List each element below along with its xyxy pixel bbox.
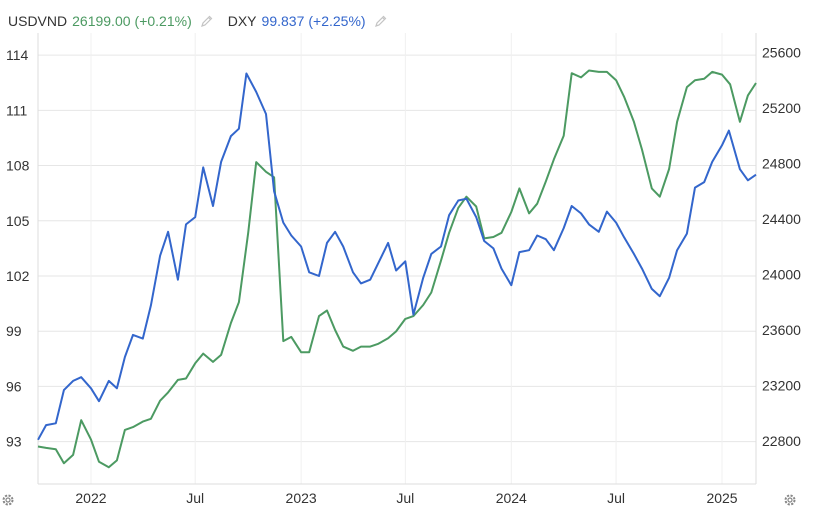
chart-legend: USDVND 26199.00 (+0.21%) DXY 99.837 (+2.…	[8, 10, 402, 32]
gear-icon[interactable]	[0, 492, 16, 508]
x-tick-label: Jul	[396, 490, 414, 506]
usdvnd-symbol: USDVND	[8, 13, 68, 29]
y-right-tick-label: 24400	[762, 211, 801, 227]
usdvnd-change: (+0.21%)	[134, 13, 192, 29]
y-right-tick-label: 24000	[762, 266, 801, 282]
y-right-tick-label: 22800	[762, 433, 801, 449]
y-left-tick-label: 93	[6, 434, 22, 450]
y-right-tick-label: 23600	[762, 322, 801, 338]
y-right-tick-label: 24800	[762, 155, 801, 171]
y-left-tick-label: 105	[6, 213, 30, 229]
series-line-usdvnd	[37, 69, 757, 469]
x-tick-label: 2024	[496, 490, 527, 506]
usdvnd-value: 26199.00	[72, 13, 131, 29]
y-right-tick-label: 25600	[762, 44, 801, 60]
pencil-icon[interactable]	[373, 14, 388, 29]
dxy-symbol: DXY	[227, 13, 257, 29]
y-right-tick-label: 23200	[762, 377, 801, 393]
gear-icon[interactable]	[782, 492, 798, 508]
y-left-tick-label: 111	[6, 102, 27, 118]
y-left-tick-label: 96	[6, 378, 22, 394]
x-tick-label: 2025	[706, 490, 737, 506]
x-tick-label: Jul	[186, 490, 204, 506]
x-tick-label: 2022	[75, 490, 106, 506]
y-left-tick-label: 99	[6, 323, 22, 339]
y-left-tick-label: 114	[6, 47, 29, 63]
y-left-tick-label: 102	[6, 268, 30, 284]
y-right-tick-label: 25200	[762, 100, 801, 116]
x-tick-label: 2023	[286, 490, 317, 506]
pencil-icon[interactable]	[199, 14, 214, 29]
series-line-dxy	[37, 72, 757, 441]
y-left-tick-label: 108	[6, 158, 30, 174]
x-tick-label: Jul	[607, 490, 625, 506]
dxy-change: (+2.25%)	[308, 13, 366, 29]
dxy-value: 99.837	[261, 13, 305, 29]
